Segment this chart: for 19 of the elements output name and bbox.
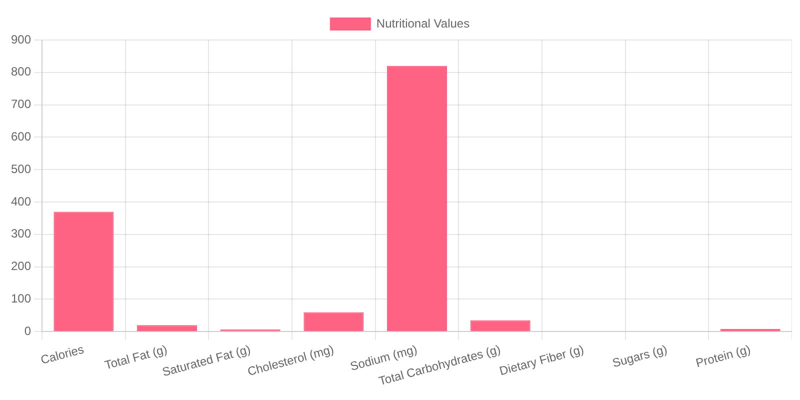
y-tick-label: 300 — [10, 226, 32, 241]
x-tick-label: Sugars (g) — [610, 342, 669, 370]
bar — [470, 320, 530, 332]
y-tick-label: 900 — [10, 32, 32, 46]
bar — [387, 66, 448, 332]
y-tick-label: 800 — [10, 64, 32, 79]
y-tick-label: 100 — [10, 292, 32, 306]
y-tick-label: 400 — [10, 194, 32, 208]
legend-label: Nutritional Values — [376, 16, 470, 30]
x-tick-label: Protein (g) — [694, 342, 752, 370]
bar — [137, 325, 198, 332]
bar — [54, 212, 114, 332]
y-tick-label: 500 — [10, 162, 32, 176]
y-tick-label: 700 — [10, 97, 32, 112]
y-tick-label: 0 — [24, 324, 32, 338]
x-tick-label: Calories — [39, 342, 86, 368]
y-tick-label: 200 — [10, 259, 32, 274]
bar — [304, 312, 364, 332]
y-tick-label: 600 — [10, 130, 32, 144]
